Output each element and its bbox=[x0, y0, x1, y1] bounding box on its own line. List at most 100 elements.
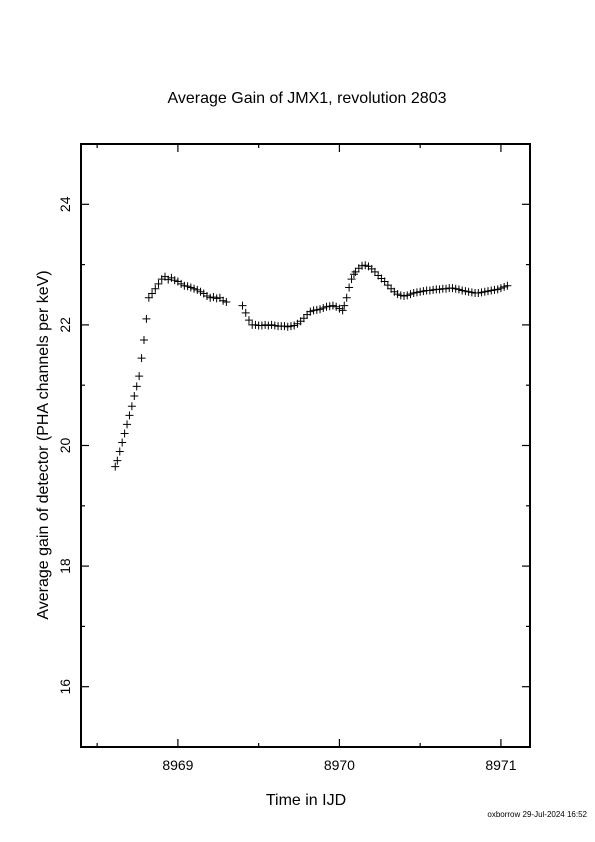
data-point bbox=[335, 304, 344, 313]
data-point bbox=[487, 286, 496, 295]
data-point bbox=[139, 335, 148, 344]
data-point bbox=[419, 287, 428, 296]
data-point bbox=[325, 302, 334, 311]
data-point bbox=[500, 282, 509, 291]
footer-credit: oxborrow 29-Jul-2024 16:52 bbox=[487, 810, 587, 819]
data-point bbox=[154, 279, 163, 288]
y-tick-label: 24 bbox=[57, 196, 73, 212]
data-point bbox=[120, 429, 129, 438]
data-point bbox=[164, 275, 173, 284]
data-point bbox=[202, 291, 211, 300]
data-point bbox=[425, 286, 434, 295]
data-point bbox=[180, 281, 189, 290]
data-point bbox=[299, 314, 308, 323]
data-point bbox=[132, 382, 141, 391]
data-point bbox=[340, 301, 349, 310]
data-point bbox=[251, 320, 260, 329]
data-point bbox=[477, 288, 486, 297]
y-axis-label: Average gain of detector (PHA channels p… bbox=[35, 270, 52, 619]
data-point bbox=[196, 287, 205, 296]
data-point bbox=[383, 281, 392, 290]
data-point bbox=[332, 302, 341, 311]
data-point bbox=[503, 281, 512, 290]
data-point bbox=[118, 438, 127, 447]
data-point bbox=[144, 293, 153, 302]
data-point bbox=[183, 282, 192, 291]
data-point bbox=[400, 291, 409, 300]
data-point bbox=[111, 462, 120, 471]
data-point bbox=[193, 285, 202, 294]
data-point bbox=[435, 285, 444, 294]
data-point bbox=[206, 293, 215, 302]
plot-frame bbox=[80, 143, 531, 748]
data-point bbox=[244, 316, 253, 325]
data-point bbox=[219, 296, 228, 305]
data-point bbox=[351, 267, 360, 276]
data-point bbox=[451, 284, 460, 293]
tick-labels: 16 18 20 22 24 8969 8970 8971 bbox=[57, 196, 517, 773]
data-point bbox=[474, 288, 483, 297]
data-point bbox=[123, 420, 132, 429]
data-point bbox=[190, 284, 199, 293]
data-point bbox=[429, 285, 438, 294]
x-axis-label: Time in IJD bbox=[266, 792, 346, 809]
data-point bbox=[148, 289, 157, 298]
data-markers bbox=[111, 261, 512, 471]
data-point bbox=[142, 314, 151, 323]
x-tick-label: 8970 bbox=[324, 757, 355, 773]
data-point bbox=[454, 285, 463, 294]
x-tick-label: 8969 bbox=[162, 757, 193, 773]
data-point bbox=[496, 284, 505, 293]
data-point bbox=[458, 286, 467, 295]
y-tick-label: 16 bbox=[57, 679, 73, 695]
data-point bbox=[322, 302, 331, 311]
data-point bbox=[170, 276, 179, 285]
data-point bbox=[186, 283, 195, 292]
data-point bbox=[177, 279, 186, 288]
data-point bbox=[113, 456, 122, 465]
data-point bbox=[135, 372, 144, 381]
y-tick-label: 18 bbox=[57, 558, 73, 574]
data-point bbox=[306, 307, 315, 316]
data-point bbox=[241, 308, 250, 317]
data-point bbox=[412, 288, 421, 297]
data-point bbox=[406, 290, 415, 299]
data-point bbox=[358, 261, 367, 270]
data-point bbox=[270, 321, 279, 330]
data-point bbox=[316, 305, 325, 314]
data-point bbox=[125, 411, 134, 420]
data-point bbox=[448, 284, 457, 293]
data-point bbox=[409, 288, 418, 297]
data-point bbox=[403, 291, 412, 300]
data-point bbox=[461, 287, 470, 296]
data-point bbox=[467, 288, 476, 297]
x-tick-label: 8971 bbox=[485, 757, 516, 773]
data-point bbox=[151, 284, 160, 293]
data-point bbox=[347, 275, 356, 284]
chart-title: Average Gain of JMX1, revolution 2803 bbox=[168, 90, 447, 107]
data-point bbox=[342, 293, 351, 302]
data-point bbox=[137, 354, 146, 363]
data-point bbox=[490, 285, 499, 294]
data-point bbox=[484, 287, 493, 296]
data-point bbox=[380, 277, 389, 286]
data-point bbox=[393, 290, 402, 299]
data-point bbox=[115, 447, 124, 456]
data-point bbox=[209, 293, 218, 302]
data-point bbox=[267, 320, 276, 329]
data-point bbox=[312, 305, 321, 314]
data-point bbox=[130, 392, 139, 401]
data-point bbox=[319, 304, 328, 313]
data-point bbox=[127, 402, 136, 411]
data-point bbox=[442, 284, 451, 293]
data-point bbox=[328, 301, 337, 310]
data-point bbox=[416, 287, 425, 296]
data-point bbox=[222, 297, 231, 306]
y-tick-label: 20 bbox=[57, 438, 73, 454]
data-point bbox=[283, 322, 292, 331]
data-point bbox=[345, 283, 354, 292]
data-point bbox=[309, 306, 318, 315]
axis-ticks bbox=[81, 143, 530, 748]
data-point bbox=[480, 287, 489, 296]
